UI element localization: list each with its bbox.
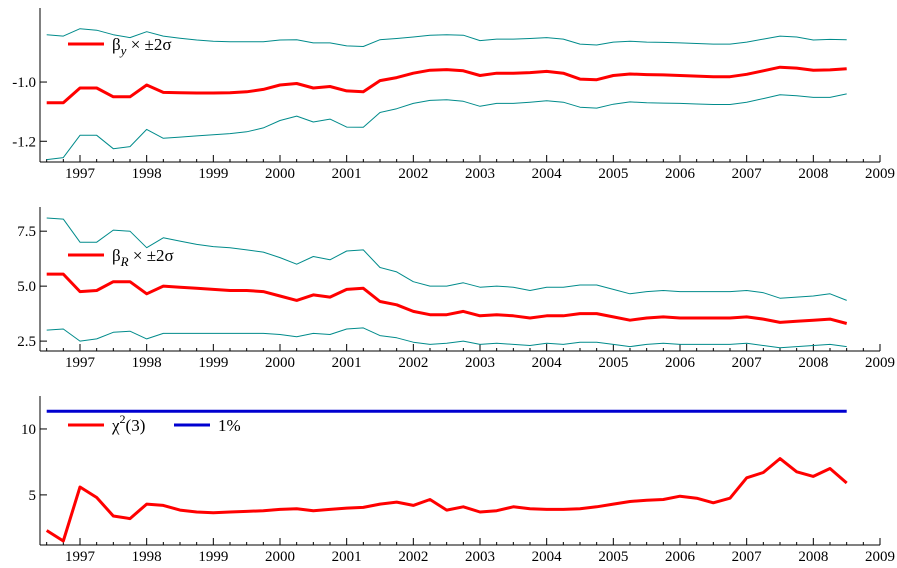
- x-tick-label: 2002: [398, 166, 428, 182]
- estimate-line: [46, 272, 848, 325]
- x-tick-label: 2009: [865, 166, 895, 182]
- x-tick-label: 2003: [465, 355, 495, 371]
- x-tick-label: 2006: [665, 166, 696, 182]
- x-tick-label: 2001: [332, 549, 362, 565]
- x-tick-label: 2001: [332, 355, 362, 371]
- lower-band-line: [46, 327, 847, 349]
- x-tick-label: 2000: [265, 549, 295, 565]
- x-tick-label: 2005: [598, 355, 628, 371]
- x-tick-label: 1998: [132, 166, 162, 182]
- legend-label: βR × ±2σ: [112, 246, 174, 269]
- x-tick-label: 2006: [665, 355, 696, 371]
- x-tick-label: 2000: [265, 355, 295, 371]
- panel-beta-y: 1997 1998 1999 2000 2001 2002 2003 2004 2005 2006…: [12, 8, 895, 182]
- x-tick-label: 1999: [198, 355, 228, 371]
- x-tick-label: 2002: [398, 549, 428, 565]
- x-tick-label: 2006: [665, 549, 696, 565]
- x-tick-label: 2009: [865, 549, 895, 565]
- x-tick-label: 1998: [132, 549, 162, 565]
- x-tick-label: 2004: [532, 166, 563, 182]
- x-tick-label: 2007: [732, 355, 763, 371]
- x-tick-label: 2008: [798, 549, 828, 565]
- y-tick-label: -1.2: [12, 134, 36, 150]
- x-tick-label: 2003: [465, 166, 495, 182]
- panel-chi2: 1997 1998 1999 2000 2001 2002 2003 2004 2005 2006…: [21, 396, 895, 565]
- upper-band-line: [46, 28, 847, 47]
- y-tick-label: 5.0: [17, 279, 36, 295]
- upper-band-line: [46, 217, 847, 301]
- y-tick-label: 2.5: [17, 334, 36, 350]
- y-tick-label: 5: [29, 488, 37, 504]
- x-tick-label: 2001: [332, 166, 362, 182]
- x-tick-label: 2008: [798, 355, 828, 371]
- x-tick-label: 2005: [598, 549, 628, 565]
- y-tick-label: 7.5: [17, 224, 36, 240]
- x-tick-label: 2004: [532, 355, 563, 371]
- x-tick-label: 2007: [732, 549, 763, 565]
- x-tick-label: 2007: [732, 166, 763, 182]
- x-tick-label: 2009: [865, 355, 895, 371]
- legend-label: χ2(3): [111, 412, 145, 435]
- x-tick-label: 1999: [198, 166, 228, 182]
- estimate-line: [46, 65, 847, 105]
- lower-band-line: [46, 93, 847, 161]
- x-tick-label: 1998: [132, 355, 162, 371]
- x-tick-label: 2008: [798, 166, 828, 182]
- x-tick-label: 2004: [532, 549, 563, 565]
- y-tick-label: 10: [21, 422, 36, 438]
- x-tick-label: 1997: [65, 355, 96, 371]
- x-tick-label: 1999: [198, 549, 228, 565]
- x-tick-label: 2003: [465, 549, 495, 565]
- x-tick-label: 1997: [65, 549, 96, 565]
- statistic-line: [45, 457, 848, 543]
- y-tick-label: -1.0: [12, 75, 36, 91]
- x-tick-label: 1997: [65, 166, 96, 182]
- x-tick-label: 2005: [598, 166, 628, 182]
- x-tick-label: 2000: [265, 166, 295, 182]
- legend-label: βy × ±2σ: [112, 35, 172, 58]
- x-tick-label: 2002: [398, 355, 428, 371]
- panel-beta-r: 1997 1998 1999 2000 2001 2002 2003 2004 2005 2006…: [17, 207, 895, 371]
- legend-label-critical: 1%: [218, 416, 241, 435]
